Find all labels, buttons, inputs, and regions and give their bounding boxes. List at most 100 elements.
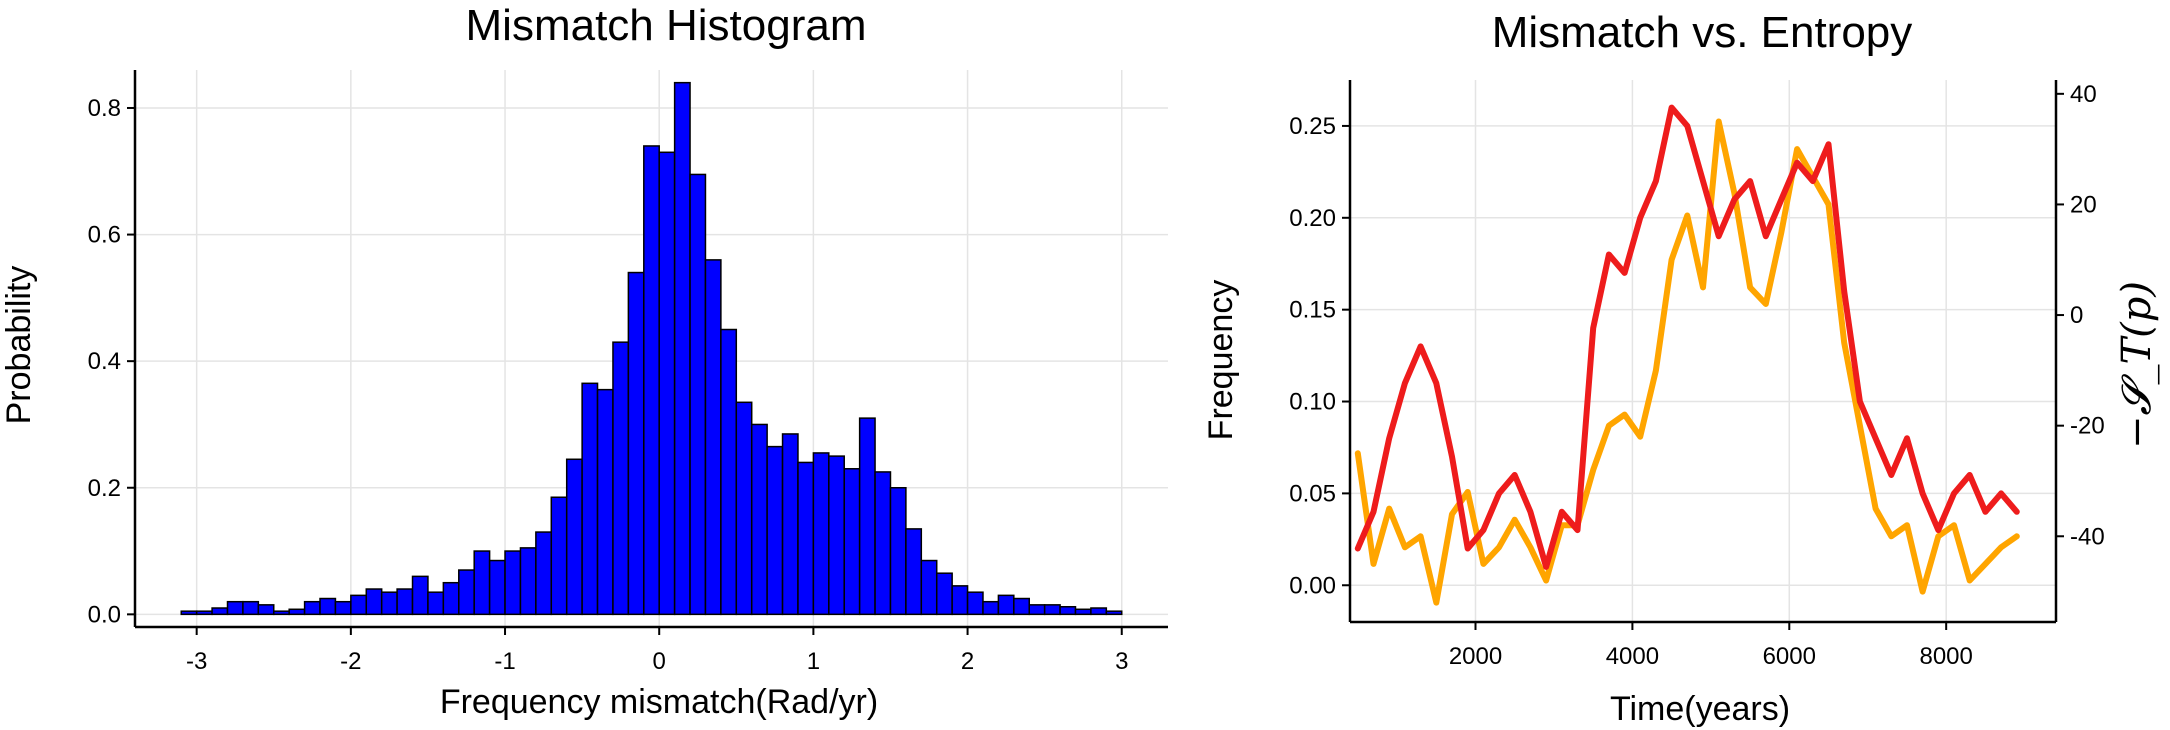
histogram-chart: Mismatch Histogram Frequency mismatch(Ra… [0, 1, 1168, 721]
histogram-y-tick-label: 0.8 [88, 95, 121, 122]
entropy-right-tick-label: 0 [2070, 302, 2083, 329]
histogram-bar [781, 433, 799, 616]
histogram-x-tick-label: -1 [494, 648, 515, 675]
histogram-y-tick-label: 0.0 [88, 601, 121, 628]
histogram-bar [458, 569, 475, 616]
histogram-bar [535, 531, 553, 616]
histogram-bar [843, 468, 861, 616]
histogram-bar [982, 600, 1000, 616]
histogram-bar [1059, 605, 1077, 616]
histogram-bar [1090, 607, 1108, 616]
entropy-right-tick-label: 40 [2070, 81, 2097, 108]
entropy-y-tick-label: 0.05 [1289, 480, 1336, 507]
histogram-bar [303, 600, 321, 616]
histogram-x-tick-label: -3 [186, 648, 207, 675]
histogram-bar [874, 471, 892, 616]
histogram-bar [211, 607, 229, 616]
entropy-y-tick-label: 0.20 [1289, 205, 1336, 232]
histogram-bar [380, 591, 398, 616]
histogram-bar [519, 547, 537, 616]
histogram-bar [1043, 604, 1061, 616]
histogram-bar [1013, 597, 1030, 616]
histogram-bar [627, 271, 645, 616]
histogram-bar [766, 445, 784, 616]
histogram-y-tick-label: 0.6 [88, 222, 121, 249]
entropy-x-tick-label: 4000 [1606, 643, 1659, 670]
histogram-bar [1028, 604, 1046, 616]
histogram-bar [442, 581, 460, 616]
histogram-bar [812, 452, 830, 616]
entropy-chart: Mismatch vs. Entropy Time(years) Frequen… [1202, 8, 2160, 728]
entropy-title: Mismatch vs. Entropy [1492, 8, 1913, 57]
histogram-bar [504, 550, 522, 616]
histogram-bar [350, 594, 368, 616]
histogram-x-tick-label: -2 [340, 648, 361, 675]
histogram-y-tick-label: 0.4 [88, 348, 121, 375]
histogram-bar [673, 81, 691, 616]
entropy-grid [1350, 80, 2056, 622]
histogram-bar [858, 417, 876, 616]
histogram-bar [720, 328, 738, 616]
histogram-bar [612, 341, 630, 616]
histogram-bar [643, 145, 660, 616]
entropy-x-tick-label: 2000 [1449, 643, 1502, 670]
histogram-bar [411, 575, 429, 616]
histogram-x-tick-label: 1 [807, 648, 820, 675]
histogram-ticks: -3 -2 -1 0 1 2 3 0.0 0.2 0.4 0.6 0.8 [88, 95, 1129, 675]
entropy-y-tick-label: 0.00 [1289, 572, 1336, 599]
histogram-bar [550, 496, 568, 616]
entropy-y-tick-label: 0.10 [1289, 389, 1336, 416]
histogram-bar [997, 594, 1015, 616]
entropy-x-tick-label: 8000 [1919, 643, 1972, 670]
entropy-right-tick-label: -40 [2070, 523, 2105, 550]
histogram-bar [365, 588, 383, 616]
histogram-x-tick-label: 0 [653, 648, 666, 675]
entropy-y-label: Frequency [1202, 280, 1240, 441]
entropy-x-tick-label: 6000 [1763, 643, 1816, 670]
entropy-ticks: 2000 4000 6000 8000 0.00 0.05 0.10 0.15 0.20 0.25… [1289, 81, 2104, 670]
histogram-bar [735, 401, 753, 616]
histogram-bar [935, 572, 953, 616]
histogram-bar [257, 604, 275, 616]
histogram-bar [288, 608, 306, 616]
histogram-bar [1074, 608, 1092, 616]
histogram-bar [427, 591, 445, 616]
histogram-y-label: Probability [0, 266, 38, 425]
histogram-bar [905, 528, 923, 616]
histogram-bar [750, 423, 768, 616]
histogram-title: Mismatch Histogram [466, 1, 867, 50]
histogram-bar [226, 600, 244, 616]
entropy-x-label: Time(years) [1610, 690, 1790, 728]
histogram-bar [473, 550, 491, 616]
histogram-bar [889, 487, 907, 616]
histogram-bar [596, 388, 614, 616]
histogram-x-tick-label: 2 [961, 648, 974, 675]
entropy-axes [1348, 80, 2058, 624]
histogram-bar [920, 559, 938, 616]
histogram-bar [797, 461, 815, 616]
entropy-y-label-right: −𝓢_T(p) [2114, 281, 2160, 449]
histogram-x-tick-label: 3 [1115, 648, 1128, 675]
histogram-bar [488, 559, 506, 616]
histogram-bar [195, 610, 213, 616]
histogram-bar [565, 458, 583, 616]
histogram-y-tick-label: 0.2 [88, 475, 121, 502]
histogram-bar [396, 588, 414, 616]
histogram-bar [966, 591, 984, 616]
histogram-bar [1105, 610, 1123, 616]
histogram-bar [689, 173, 707, 616]
histogram-bar [581, 382, 599, 616]
histogram-bar [828, 455, 845, 616]
histogram-bar [319, 597, 337, 616]
entropy-series-line [1354, 118, 2020, 606]
histogram-bar [658, 151, 676, 616]
entropy-right-tick-label: -20 [2070, 413, 2105, 440]
entropy-series [1354, 104, 2020, 606]
histogram-bars [180, 81, 1123, 616]
frequency-series-line [1354, 104, 2020, 570]
histogram-bar [704, 259, 722, 616]
entropy-right-tick-label: 20 [2070, 191, 2097, 218]
histogram-axes [133, 70, 1168, 629]
histogram-bar [242, 600, 260, 616]
